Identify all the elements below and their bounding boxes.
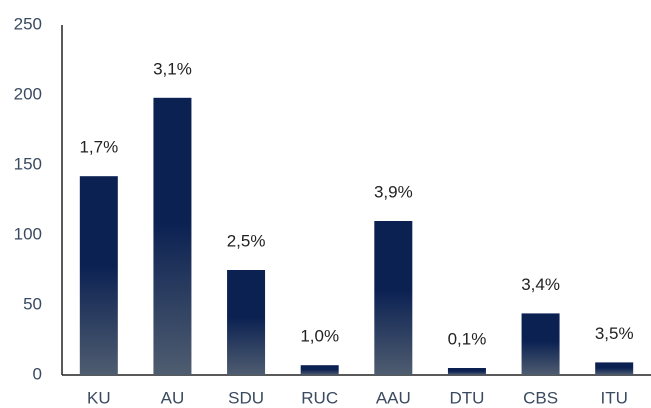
annotation: 3,5% xyxy=(595,324,634,343)
y-tick-label: 50 xyxy=(23,294,42,313)
bar xyxy=(595,362,634,375)
bar xyxy=(374,221,413,375)
x-tick-label: CBS xyxy=(523,388,558,407)
y-tick-label: 250 xyxy=(14,14,42,33)
bar xyxy=(300,365,339,375)
bar xyxy=(79,176,118,375)
y-tick-label: 200 xyxy=(14,84,42,103)
x-tick-label: ITU xyxy=(600,388,627,407)
y-tick-label: 100 xyxy=(14,224,42,243)
y-tick-label: 150 xyxy=(14,154,42,173)
annotation: 3,4% xyxy=(521,275,560,294)
y-tick-label: 0 xyxy=(33,364,42,383)
bar xyxy=(447,368,486,375)
x-tick-label: AU xyxy=(161,388,185,407)
bar xyxy=(153,97,192,376)
annotation: 1,7% xyxy=(79,138,118,157)
bar xyxy=(227,270,266,375)
annotation: 0,1% xyxy=(448,329,487,348)
x-tick-label: AAU xyxy=(376,388,411,407)
bar xyxy=(521,313,560,375)
annotation: 3,9% xyxy=(374,182,413,201)
annotation: 1,0% xyxy=(300,327,339,346)
x-tick-label: SDU xyxy=(228,388,264,407)
annotation: 2,5% xyxy=(227,231,266,250)
x-tick-label: RUC xyxy=(301,388,338,407)
x-tick-label: KU xyxy=(87,388,111,407)
x-tick-label: DTU xyxy=(449,388,484,407)
annotation: 3,1% xyxy=(153,59,192,78)
